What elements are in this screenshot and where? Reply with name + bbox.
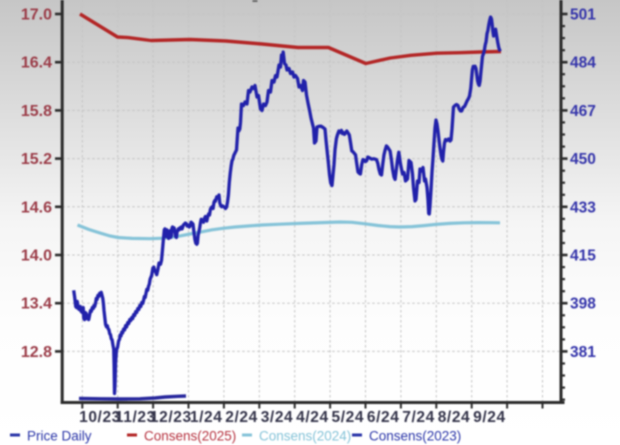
svg-text:1/24: 1/24 [190,409,223,426]
svg-text:6/24: 6/24 [367,409,400,426]
svg-text:7/24: 7/24 [402,409,435,426]
svg-text:12.8: 12.8 [21,344,52,361]
svg-text:501: 501 [570,7,596,24]
svg-text:13.4: 13.4 [21,296,52,313]
svg-text:467: 467 [570,103,596,120]
svg-text:484: 484 [570,55,596,72]
svg-text:Consens(2025): Consens(2025) [144,429,236,444]
svg-text:17.0: 17.0 [21,7,52,24]
svg-text:9/24: 9/24 [473,409,506,426]
svg-text:450: 450 [570,151,596,168]
svg-text:Consens(2024): Consens(2024) [259,429,351,444]
svg-text:398: 398 [570,296,596,313]
svg-text:15.8: 15.8 [21,103,52,120]
svg-text:14.0: 14.0 [21,248,52,265]
svg-text:433: 433 [570,199,596,216]
svg-text:10/23: 10/23 [79,409,121,426]
svg-text:8/24: 8/24 [438,409,471,426]
svg-text:16.4: 16.4 [21,55,52,72]
svg-text:15.2: 15.2 [21,151,52,168]
svg-text:11/23: 11/23 [115,409,156,426]
svg-text:12/23: 12/23 [150,409,192,426]
svg-text:381: 381 [570,344,596,361]
svg-text:Price Daily: Price Daily [27,429,92,444]
svg-text:2/24: 2/24 [225,409,258,426]
svg-text:415: 415 [570,248,596,265]
svg-text:4/24: 4/24 [296,409,329,426]
svg-text:14.6: 14.6 [21,199,52,216]
svg-text:5/24: 5/24 [332,409,365,426]
svg-text:3/24: 3/24 [261,409,294,426]
svg-text:Consens(2023): Consens(2023) [369,429,461,444]
